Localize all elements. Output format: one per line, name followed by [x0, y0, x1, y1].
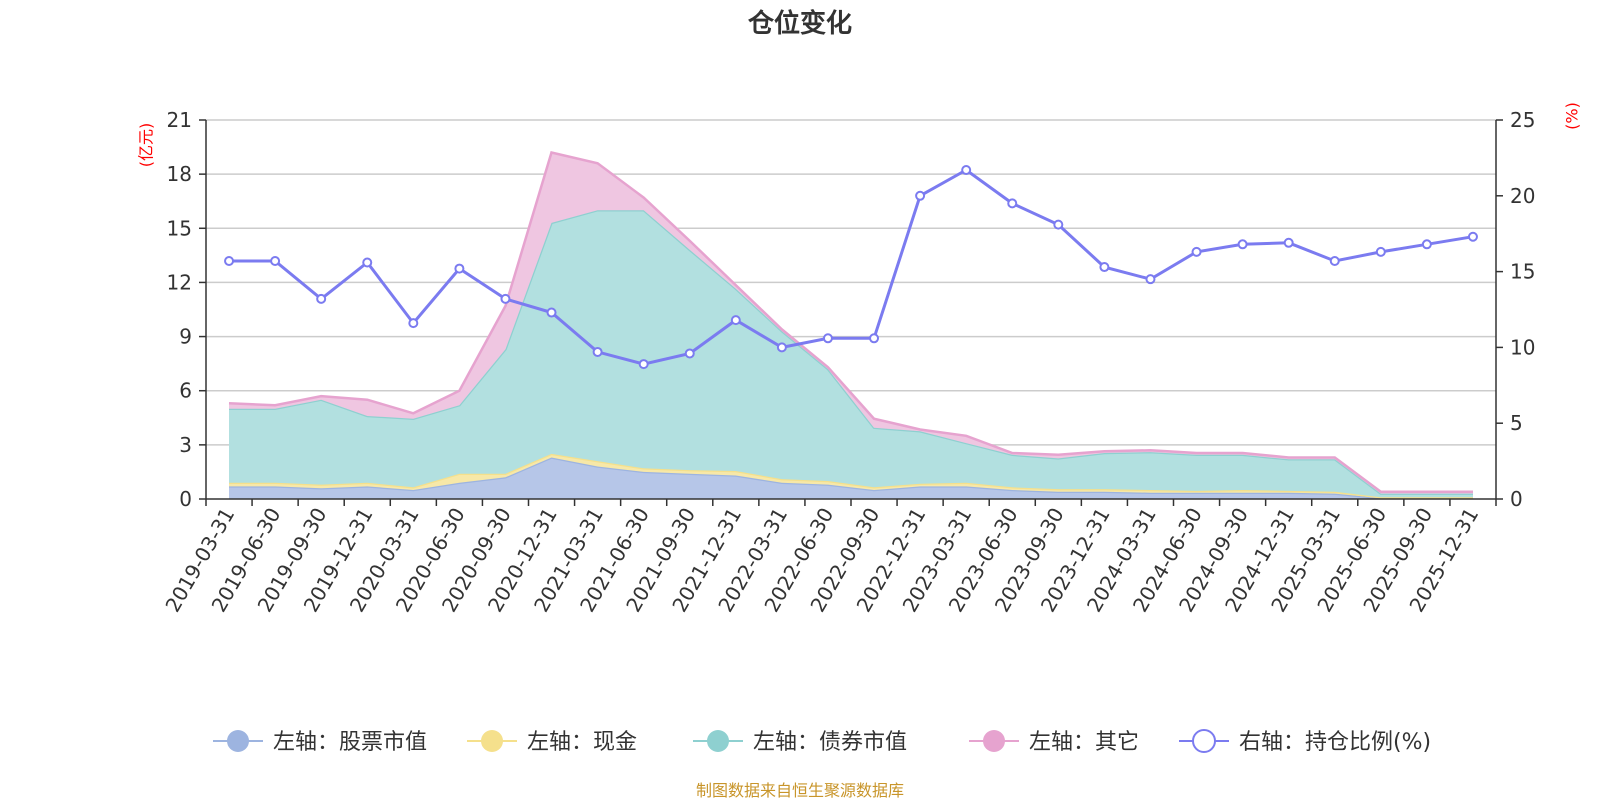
ratio-point — [915, 190, 926, 201]
legend: 左轴：股票市值 左轴：现金 左轴：债券市值 左轴：其它 右轴：持仓比例(%) — [213, 729, 1431, 755]
ratio-point — [1375, 246, 1386, 257]
ratio-point — [270, 255, 281, 266]
legend-label: 右轴：持仓比例(%) — [1239, 730, 1431, 755]
left-tick-label: 9 — [179, 325, 192, 349]
ratio-point — [362, 257, 373, 268]
ratio-point — [224, 255, 235, 266]
ratio-point — [1237, 239, 1248, 250]
left-tick-label: 21 — [167, 108, 192, 132]
ratio-point — [1329, 255, 1340, 266]
right-tick-label: 25 — [1510, 108, 1535, 132]
legend-label: 左轴：现金 — [527, 730, 637, 755]
area-左轴：其它 — [229, 152, 1473, 494]
legend-label: 左轴：其它 — [1029, 730, 1139, 755]
left-tick-label: 3 — [179, 433, 192, 457]
right-tick-label: 5 — [1510, 411, 1523, 435]
ratio-point — [1145, 274, 1156, 285]
ratio-point — [638, 359, 649, 370]
ratio-point — [316, 293, 327, 304]
ratio-point — [408, 318, 419, 329]
ratio-point — [776, 342, 787, 353]
stacked-areas — [228, 151, 1473, 500]
data-source-note: 制图数据来自恒生聚源数据库 — [696, 781, 904, 800]
ratio-point — [1053, 219, 1064, 230]
legend-swatch — [707, 730, 729, 752]
area-edge-左轴：其它 — [228, 151, 1473, 494]
left-axis-unit: (亿元) — [137, 123, 156, 168]
legend-swatch — [227, 730, 249, 752]
axes: 03691215182105101520252019-03-312019-06-… — [160, 108, 1535, 616]
left-tick-label: 18 — [167, 162, 192, 186]
ratio-point — [592, 346, 603, 357]
legend-swatch — [983, 730, 1005, 752]
ratio-point — [869, 333, 880, 344]
ratio-point — [822, 333, 833, 344]
ratio-point — [500, 293, 511, 304]
left-tick-label: 6 — [179, 379, 192, 403]
legend-label: 左轴：股票市值 — [273, 730, 427, 755]
ratio-point — [730, 315, 741, 326]
left-tick-label: 12 — [167, 270, 192, 294]
area-左轴：股票市值 — [229, 457, 1473, 499]
legend-label: 左轴：债券市值 — [753, 730, 907, 755]
ratio-point — [454, 263, 465, 274]
ratio-point — [1421, 239, 1432, 250]
area-左轴：债券市值 — [229, 210, 1473, 498]
left-tick-label: 15 — [167, 216, 192, 240]
ratio-point — [1191, 246, 1202, 257]
gridlines — [206, 119, 1496, 446]
right-tick-label: 20 — [1510, 184, 1535, 208]
ratio-point — [1099, 262, 1110, 273]
ratio-point — [1467, 231, 1478, 242]
ratio-point — [546, 307, 557, 318]
holding-ratio-line — [224, 165, 1478, 370]
right-tick-label: 15 — [1510, 260, 1535, 284]
ratio-point — [1283, 237, 1294, 248]
ratio-line-path — [229, 168, 1474, 366]
ratio-point — [1007, 198, 1018, 209]
ratio-point — [961, 165, 972, 176]
legend-swatch — [481, 730, 503, 752]
chart-title: 仓位变化 — [747, 8, 852, 39]
left-tick-label: 0 — [179, 487, 192, 511]
legend-swatch — [1192, 729, 1216, 753]
ratio-point — [684, 348, 695, 359]
right-tick-label: 0 — [1510, 487, 1523, 511]
right-axis-unit: (%) — [1563, 102, 1582, 130]
right-tick-label: 10 — [1510, 335, 1535, 359]
